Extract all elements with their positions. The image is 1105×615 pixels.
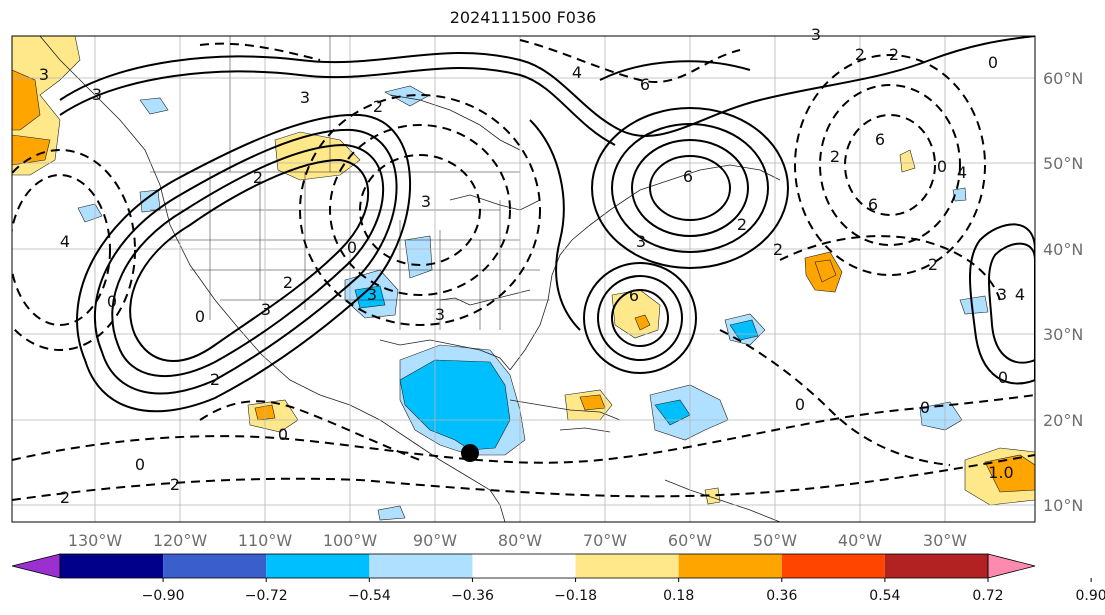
colorbar-segment [60, 554, 164, 578]
contour-label: 2 [889, 45, 899, 64]
contour-label: 3 [997, 285, 1007, 304]
contour-label: 4 [1015, 285, 1025, 304]
shaded-anomaly-areas [12, 36, 1035, 521]
contour-label: 0 [347, 238, 357, 257]
longitude-label: 70°W [583, 531, 627, 550]
contour-label: 4 [60, 232, 70, 251]
colorbar-tick-label: 0.72 [972, 588, 1003, 604]
contour-label: 0 [278, 425, 288, 444]
contour-label: 4 [572, 63, 582, 82]
contour-label: 2 [855, 45, 865, 64]
longitude-label: 100°W [323, 531, 378, 550]
colorbar-frame [59, 553, 989, 579]
longitude-label: 130°W [68, 531, 123, 550]
contour-label: 0 [988, 53, 998, 72]
chart-title: 2024111500 F036 [449, 8, 597, 27]
latitude-label: 40°N [1043, 240, 1083, 259]
map-frame [11, 35, 1036, 523]
coastlines [39, 36, 781, 522]
contour-label: 3 [261, 300, 271, 319]
contour-label: 6 [875, 130, 885, 149]
colorbar-segment [369, 554, 473, 578]
longitude-label: 120°W [153, 531, 208, 550]
contour-label: 1.0 [988, 463, 1013, 482]
contour-label: 3 [811, 25, 821, 44]
contour-label: 2 [373, 97, 383, 116]
colorbar-segment [266, 554, 370, 578]
colorbar-segment [781, 554, 885, 578]
colorbar-segment [678, 554, 782, 578]
contour-label: 6 [640, 75, 650, 94]
latitude-labels: 60°N 50°N 40°N 30°N 20°N 10°N [1043, 69, 1083, 515]
colorbar-segment [163, 554, 267, 578]
colorbar-tick-label: −0.72 [245, 588, 288, 604]
latitude-label: 10°N [1043, 496, 1083, 515]
contour-label: 3 [421, 192, 431, 211]
contour-label: 0 [795, 395, 805, 414]
latitude-label: 50°N [1043, 154, 1083, 173]
contour-label: 0 [937, 157, 947, 176]
colorbar-tick-label: 0.18 [663, 588, 694, 604]
contour-label: 2 [60, 488, 70, 507]
colorbar-tick-label: −0.18 [554, 588, 597, 604]
contour-label: 2 [283, 273, 293, 292]
longitude-label: 50°W [753, 531, 797, 550]
colorbar-segment [472, 554, 576, 578]
colorbar-tick-label: 0.54 [869, 588, 900, 604]
longitude-labels: 130°W 120°W 110°W 100°W 90°W 80°W 70°W 60°W 50°W… [68, 531, 967, 550]
contour-label: 0 [195, 307, 205, 326]
contour-label: 0 [998, 368, 1008, 387]
colorbar-extend-max [987, 553, 1036, 579]
contour-label: 0 [920, 398, 930, 417]
contour-label: 2 [773, 240, 783, 259]
contour-label: 3 [435, 305, 445, 324]
contour-label: 0 [107, 292, 117, 311]
contour-label: 2 [170, 475, 180, 494]
colorbar: −0.90 −0.72 −0.54 −0.36 −0.18 0.18 0.36 0.54 0.7… [11, 553, 1105, 604]
contour-label: 2 [830, 147, 840, 166]
longitude-label: 60°W [668, 531, 712, 550]
colorbar-tick-label: −0.36 [451, 588, 494, 604]
contour-label: 6 [683, 167, 693, 186]
longitude-label: 80°W [498, 531, 542, 550]
longitude-label: 90°W [413, 531, 457, 550]
contour-label: 6 [868, 195, 878, 214]
contour-label: 3 [367, 285, 377, 304]
contour-label: 2 [737, 215, 747, 234]
colorbar-tick-label: 0.36 [766, 588, 797, 604]
colorbar-segment [884, 554, 988, 578]
colorbar-segment [575, 554, 679, 578]
contour-label: 3 [300, 88, 310, 107]
contour-label: 3 [636, 232, 646, 251]
contour-label: 2 [210, 370, 220, 389]
contour-label: 2 [928, 255, 938, 274]
storm-center-marker [461, 444, 479, 462]
latitude-label: 20°N [1043, 411, 1083, 430]
colorbar-tick-label: −0.54 [348, 588, 391, 604]
contour-label: 0 [135, 455, 145, 474]
contour-label: 3 [39, 65, 49, 84]
dashed-contours [12, 39, 1035, 501]
contour-label: 4 [957, 163, 967, 182]
colorbar-tick-label: −0.90 [142, 588, 185, 604]
longitude-label: 110°W [238, 531, 293, 550]
colorbar-extend-min [11, 553, 61, 579]
contour-label: 6 [629, 286, 639, 305]
latitude-label: 30°N [1043, 325, 1083, 344]
latitude-label: 60°N [1043, 69, 1083, 88]
contour-labels: 332202333646020643622433020223000226001.… [39, 25, 1025, 507]
solid-contours [59, 36, 1035, 413]
longitude-label: 30°W [923, 531, 967, 550]
longitude-label: 40°W [838, 531, 882, 550]
colorbar-tick-label: 0.90 [1076, 588, 1105, 604]
contour-label: 2 [253, 168, 263, 187]
contour-label: 3 [92, 85, 102, 104]
